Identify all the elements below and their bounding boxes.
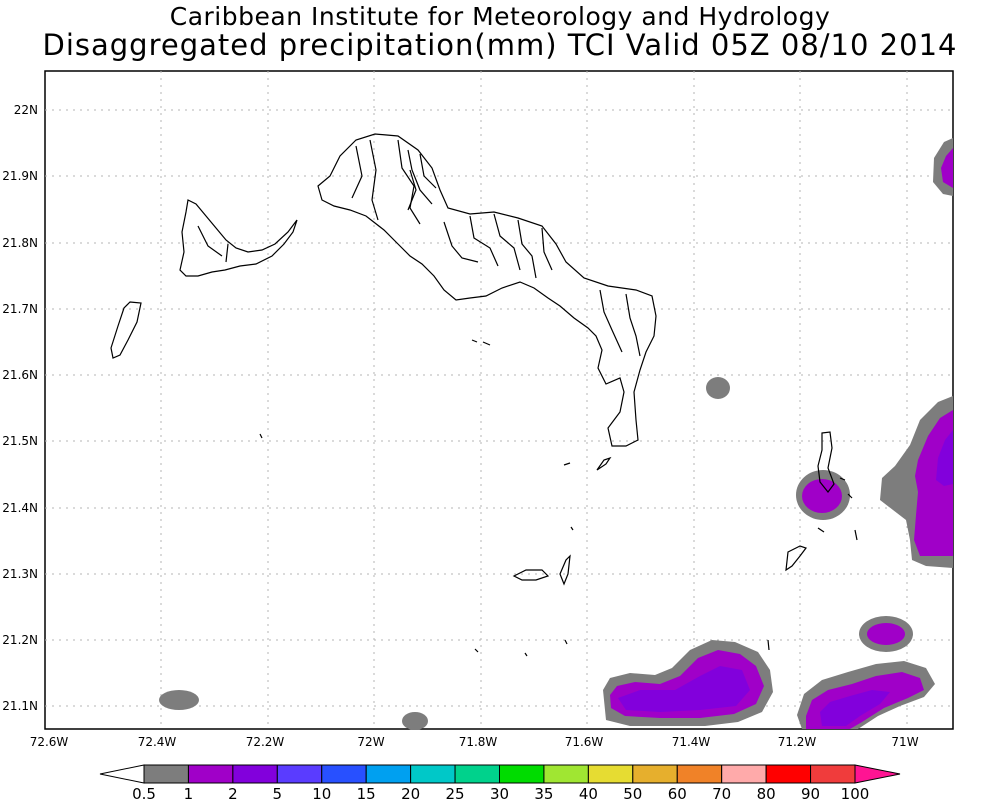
precip-areas (159, 138, 953, 730)
lon-tick-label: 71W (891, 735, 918, 749)
colorbar-label: 1 (184, 785, 194, 800)
title-line-1: Caribbean Institute for Meteorology and … (169, 2, 831, 31)
colorbar-right-arrow (854, 764, 901, 784)
precip-blob (402, 712, 428, 730)
colorbar-label: 80 (757, 785, 776, 800)
lat-tick-label: 21.1N (2, 699, 38, 713)
lon-tick-label: 71.6W (565, 735, 604, 749)
lon-tick-label: 72.4W (138, 735, 177, 749)
lon-tick-label: 72W (357, 735, 384, 749)
colorbar-swatch (765, 764, 812, 784)
colorbar-label: 70 (712, 785, 731, 800)
lat-tick-labels: 22N 21.9N 21.8N 21.7N 21.6N 21.5N 21.4N … (2, 103, 38, 713)
colorbar-label: 100 (841, 785, 870, 800)
colorbar-label: 5 (273, 785, 283, 800)
lat-tick-label: 21.3N (2, 567, 38, 581)
lon-tick-label: 72.2W (246, 735, 285, 749)
lat-tick-label: 21.2N (2, 633, 38, 647)
lat-tick-label: 21.4N (2, 501, 38, 515)
lat-tick-label: 22N (14, 103, 38, 117)
lon-tick-label: 72.6W (30, 735, 69, 749)
lon-tick-label: 71.8W (459, 735, 498, 749)
colorbar-swatch (454, 764, 500, 784)
lon-tick-label: 71.2W (778, 735, 817, 749)
colorbar-label: 90 (801, 785, 820, 800)
precip-blob (618, 666, 750, 712)
colorbar-swatch (543, 764, 589, 784)
colorbar-label: 30 (490, 785, 509, 800)
precip-blob (706, 377, 730, 399)
colorbar-swatch (721, 764, 767, 784)
precip-blob (936, 430, 953, 486)
precip-blob (867, 623, 905, 645)
colorbar-label: 0.5 (132, 785, 156, 800)
colorbar: 0.5 1 2 5 10 15 20 25 30 35 40 50 60 70 80 90 100 (99, 764, 901, 800)
map-frame (44, 70, 954, 730)
colorbar-label: 2 (228, 785, 238, 800)
lat-tick-label: 21.5N (2, 434, 38, 448)
colorbar-swatch (276, 764, 323, 784)
coastlines (110, 133, 858, 657)
colorbar-swatch (365, 764, 412, 784)
lon-tick-labels: 72.6W 72.4W 72.2W 72W 71.8W 71.6W 71.4W … (30, 735, 919, 749)
colorbar-label: 60 (668, 785, 687, 800)
lat-tick-label: 21.6N (2, 368, 38, 382)
colorbar-swatch (232, 764, 278, 784)
colorbar-left-arrow (99, 764, 145, 784)
colorbar-swatch (410, 764, 456, 784)
precip-blob (941, 148, 953, 188)
colorbar-swatch (187, 764, 234, 784)
title-line-2: Disaggregated precipitation(mm) TCI Vali… (42, 28, 958, 62)
colorbar-swatch (632, 764, 678, 784)
colorbar-swatch (810, 764, 856, 784)
precip-blob (820, 690, 890, 726)
lat-tick-label: 21.9N (2, 169, 38, 183)
colorbar-swatch (321, 764, 367, 784)
lon-tick-label: 71.4W (672, 735, 711, 749)
precip-blob (159, 690, 199, 710)
colorbar-swatch (143, 764, 189, 784)
colorbar-swatch (676, 764, 723, 784)
lat-tick-label: 21.8N (2, 236, 38, 250)
colorbar-swatch (587, 764, 634, 784)
colorbar-label: 15 (357, 785, 376, 800)
colorbar-label: 20 (401, 785, 420, 800)
colorbar-label: 25 (446, 785, 465, 800)
colorbar-label: 35 (534, 785, 553, 800)
colorbar-label: 10 (312, 785, 331, 800)
colorbar-label: 40 (579, 785, 598, 800)
colorbar-swatch (499, 764, 545, 784)
lat-tick-label: 21.7N (2, 302, 38, 316)
colorbar-label: 50 (623, 785, 642, 800)
